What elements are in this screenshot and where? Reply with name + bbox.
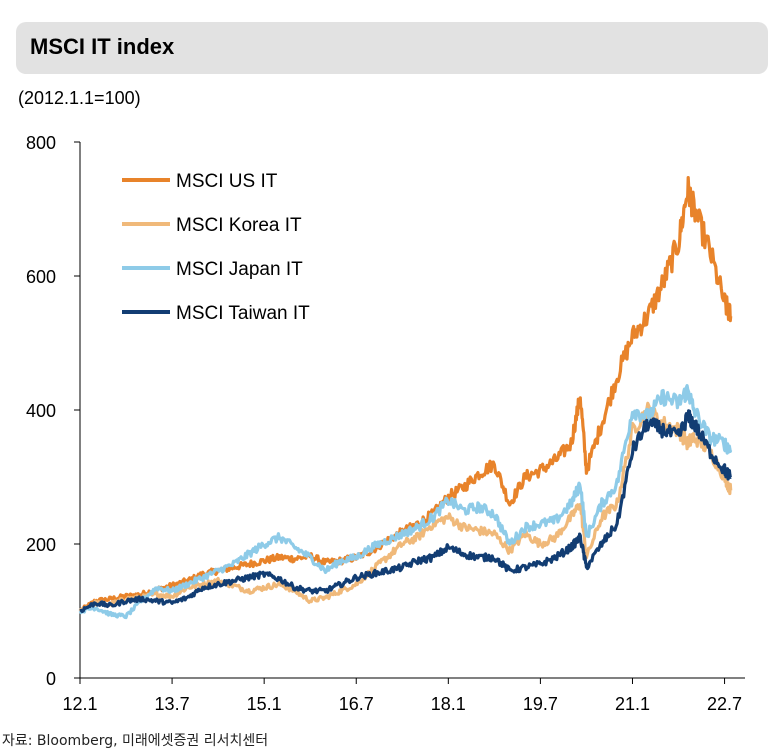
- chart-title-bar: MSCI IT index: [16, 22, 768, 74]
- y-tick-label: 600: [26, 267, 56, 287]
- x-tick-label: 18.1: [431, 694, 466, 714]
- series-line-0: [78, 176, 733, 613]
- chart-title: MSCI IT index: [30, 34, 175, 59]
- legend-label: MSCI Japan IT: [176, 259, 303, 280]
- y-tick-label: 0: [46, 669, 56, 689]
- x-tick-label: 22.7: [707, 694, 742, 714]
- series-line-2: [78, 384, 733, 620]
- source-note: 자료: Bloomberg, 미래에셋증권 리서치센터: [2, 733, 269, 749]
- x-tick-label: 12.1: [62, 694, 97, 714]
- x-tick-label: 21.1: [615, 694, 650, 714]
- x-tick-label: 16.7: [339, 694, 374, 714]
- x-tick-label: 13.7: [155, 694, 190, 714]
- x-tick-label: 15.1: [247, 694, 282, 714]
- legend-label: MSCI Korea IT: [176, 215, 302, 236]
- series-line-3: [79, 409, 732, 614]
- legend-label: MSCI Taiwan IT: [176, 303, 310, 324]
- unit-note: (2012.1.1=100): [18, 88, 141, 108]
- line-chart: 0 200 400 600 800 12.1 13.7 15.1 16.7 18.1 19.7 21.…: [26, 133, 745, 714]
- y-tick-label: 800: [26, 133, 56, 153]
- legend-label: MSCI US IT: [176, 171, 278, 192]
- x-tick-label: 19.7: [523, 694, 558, 714]
- series-line-1: [78, 401, 733, 613]
- y-tick-label: 400: [26, 401, 56, 421]
- y-tick-label: 200: [26, 535, 56, 555]
